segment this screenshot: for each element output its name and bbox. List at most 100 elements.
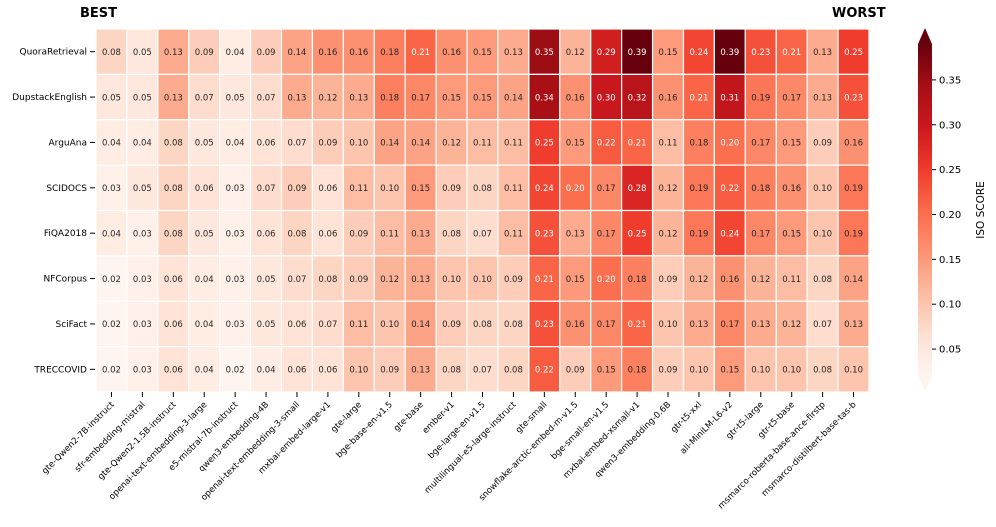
cell-value-label: 0.12 [380,275,399,285]
cell-value-label: 0.07 [288,139,307,149]
cell-value-label: 0.25 [535,139,554,149]
cell-value-label: 0.13 [751,320,770,330]
heatmap-cell [497,300,530,348]
heatmap-cell [682,164,715,212]
heatmap-cell [219,209,252,257]
cell-value-label: 0.03 [133,366,152,376]
heatmap-cell [95,209,128,257]
heatmap-cell [280,346,314,393]
cell-value-label: 0.13 [504,48,523,58]
heatmap-cell [528,164,561,212]
heatmap-cell [435,209,468,257]
heatmap-cell [157,255,190,302]
heatmap-cell [775,300,808,348]
cell-value-label: 0.02 [102,275,121,285]
cell-value-label: 0.07 [813,320,832,330]
cell-value-label: 0.07 [473,229,492,239]
cell-value-label: 0.08 [164,184,183,194]
cell-value-label: 0.21 [411,48,430,58]
cell-value-label: 0.14 [288,48,307,58]
heatmap-cell [188,164,221,212]
cell-value-label: 0.13 [813,93,832,103]
heatmap-cell [95,300,128,348]
heatmap-cell [744,28,777,75]
cell-value-label: 0.07 [318,320,337,330]
heatmap-cell [497,73,530,121]
colorbar-tick-label: 0.15 [939,255,961,266]
heatmap-cell [311,255,344,302]
cell-value-label: 0.07 [257,184,276,194]
cell-value-label: 0.08 [442,366,461,376]
cell-value-label: 0.32 [628,93,647,103]
cell-value-label: 0.25 [628,229,647,239]
column-label: bge-large-en-v1.5 [426,400,487,461]
heatmap-cell [744,255,777,302]
cell-value-label: 0.39 [628,48,647,58]
heatmap-cell [188,255,221,302]
cell-value-label: 0.17 [720,320,739,330]
heatmap-cell [219,255,252,302]
cell-value-label: 0.09 [349,275,368,285]
cell-value-label: 0.04 [133,139,152,149]
heatmap-cell [621,164,654,212]
cell-value-label: 0.13 [164,48,183,58]
cell-value-label: 0.12 [659,184,678,194]
heatmap-cell [559,119,592,166]
cell-value-label: 0.22 [597,139,616,149]
cell-value-label: 0.02 [226,366,245,376]
cell-value-label: 0.16 [659,93,678,103]
heatmap-cell [837,209,870,257]
heatmap-cell [311,164,344,212]
cell-value-label: 0.15 [442,93,461,103]
cell-value-label: 0.16 [844,139,863,149]
cell-value-label: 0.03 [226,275,245,285]
heatmap-cell [713,346,746,393]
cell-value-label: 0.25 [844,48,863,58]
heatmap-cell [528,300,561,348]
cell-value-label: 0.23 [535,229,554,239]
heatmap-cell [280,119,314,166]
cell-value-label: 0.03 [226,184,245,194]
heatmap-cell [590,119,623,166]
cell-value-label: 0.06 [318,229,337,239]
heatmap-cell [806,119,839,166]
cell-value-label: 0.17 [597,184,616,194]
heatmap-cell [373,164,406,212]
heatmap-cell [250,300,283,348]
row-label: FiQA2018 [44,229,87,239]
cell-value-label: 0.18 [380,48,399,58]
cell-value-label: 0.04 [195,320,214,330]
cell-value-label: 0.06 [164,320,183,330]
cell-value-label: 0.10 [442,275,461,285]
cell-value-label: 0.29 [597,48,616,58]
colorbar-label: ISO SCORE [975,181,987,239]
cell-value-label: 0.12 [751,275,770,285]
cell-value-label: 0.13 [349,93,368,103]
cell-value-label: 0.34 [535,93,554,103]
heatmap-cell [126,300,159,348]
colorbar-extend-min [918,376,932,392]
heatmap-cell [373,300,406,348]
cell-value-label: 0.10 [782,366,801,376]
heatmap-cell [559,209,592,257]
cell-value-label: 0.06 [164,275,183,285]
heatmap-cell [744,346,777,393]
cell-value-label: 0.12 [659,229,678,239]
cell-value-label: 0.03 [226,229,245,239]
cell-value-label: 0.10 [349,139,368,149]
cell-value-label: 0.14 [380,139,399,149]
cell-value-label: 0.14 [411,139,430,149]
cell-value-label: 0.04 [195,275,214,285]
cell-value-label: 0.06 [288,366,307,376]
cell-value-label: 0.09 [659,366,678,376]
cell-value-label: 0.08 [504,366,523,376]
heatmap-cell [621,28,654,75]
cell-value-label: 0.23 [535,320,554,330]
heatmap-cell [404,119,437,166]
heatmap-cells: 0.08 0.05 0.13 0.09 0.04 0.09 0.14 0.16 0.16 0.18… [95,28,870,393]
heatmap-cell [466,300,499,348]
heatmap-cell [590,209,623,257]
cell-value-label: 0.09 [504,275,523,285]
heatmap-cell [744,300,777,348]
row-label: SCIDOCS [46,184,87,194]
